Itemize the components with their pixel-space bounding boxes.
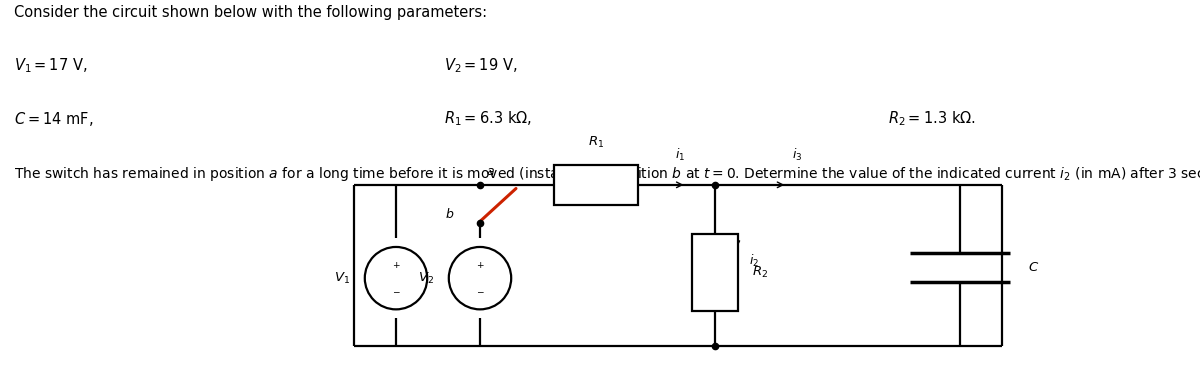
Text: $V_1 = 17\ \mathrm{V},$: $V_1 = 17\ \mathrm{V},$ [14, 57, 88, 75]
Text: Consider the circuit shown below with the following parameters:: Consider the circuit shown below with th… [14, 5, 487, 20]
Text: −: − [392, 287, 400, 296]
Text: $C$: $C$ [1028, 261, 1039, 274]
Text: +: + [476, 261, 484, 269]
Text: b: b [445, 208, 454, 221]
Bar [554, 165, 638, 205]
Text: $R_2 = 1.3\ \mathrm{k}\Omega.$: $R_2 = 1.3\ \mathrm{k}\Omega.$ [888, 110, 976, 128]
Text: $V_2 = 19\ \mathrm{V},$: $V_2 = 19\ \mathrm{V},$ [444, 57, 517, 75]
Text: $R_2$: $R_2$ [752, 265, 768, 280]
Text: $i_3$: $i_3$ [792, 147, 802, 163]
Text: The switch has remained in position $a$ for a long time before it is moved (inst: The switch has remained in position $a$ … [14, 165, 1200, 183]
Text: $V_2$: $V_2$ [419, 270, 434, 286]
Ellipse shape [365, 247, 427, 309]
Text: $C = 14\ \mathrm{mF},$: $C = 14\ \mathrm{mF},$ [14, 110, 94, 128]
Text: $R_1$: $R_1$ [588, 135, 605, 150]
Text: +: + [392, 261, 400, 269]
Text: $i_1$: $i_1$ [676, 147, 685, 163]
Ellipse shape [449, 247, 511, 309]
Text: a: a [486, 165, 493, 178]
Bar [692, 234, 738, 311]
Text: $V_1$: $V_1$ [335, 270, 350, 286]
Text: $R_1 = 6.3\ \mathrm{k}\Omega,$: $R_1 = 6.3\ \mathrm{k}\Omega,$ [444, 110, 532, 128]
Text: −: − [476, 287, 484, 296]
Text: $i_2$: $i_2$ [749, 253, 758, 269]
